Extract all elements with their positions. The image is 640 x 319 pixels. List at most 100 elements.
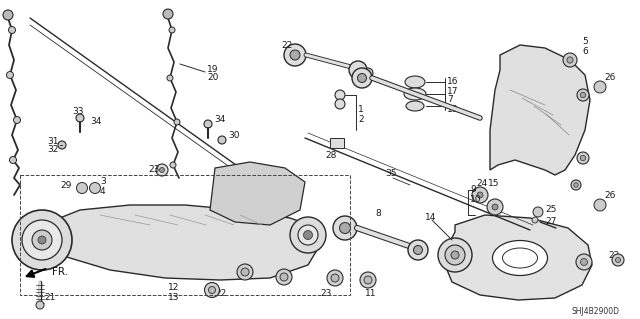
Circle shape — [563, 53, 577, 67]
Circle shape — [174, 119, 180, 125]
Ellipse shape — [405, 76, 425, 88]
Circle shape — [205, 283, 220, 298]
Circle shape — [580, 155, 586, 161]
Circle shape — [218, 136, 226, 144]
Circle shape — [156, 164, 168, 176]
Text: 20: 20 — [207, 73, 218, 83]
Text: 8: 8 — [375, 209, 381, 218]
Circle shape — [363, 68, 373, 78]
Text: 26: 26 — [604, 191, 616, 201]
Circle shape — [492, 204, 498, 210]
Text: 9: 9 — [470, 186, 476, 195]
Circle shape — [327, 270, 343, 286]
Circle shape — [364, 276, 372, 284]
Circle shape — [38, 236, 46, 244]
Text: 5: 5 — [582, 38, 588, 47]
Text: 22: 22 — [281, 41, 292, 50]
Circle shape — [241, 268, 249, 276]
Circle shape — [532, 217, 538, 223]
Text: 7: 7 — [447, 95, 452, 105]
Circle shape — [237, 264, 253, 280]
Text: 22: 22 — [608, 250, 620, 259]
Polygon shape — [35, 205, 320, 280]
Text: FR.: FR. — [52, 267, 68, 277]
Circle shape — [580, 92, 586, 98]
Circle shape — [580, 258, 588, 265]
Circle shape — [76, 114, 84, 122]
Text: 2: 2 — [358, 115, 364, 124]
Text: 14: 14 — [425, 212, 436, 221]
Circle shape — [487, 199, 503, 215]
Text: 34: 34 — [90, 117, 101, 127]
Text: 26: 26 — [604, 73, 616, 83]
Text: 23: 23 — [320, 288, 332, 298]
Circle shape — [408, 240, 428, 260]
Circle shape — [594, 199, 606, 211]
Text: 11: 11 — [365, 290, 376, 299]
Polygon shape — [210, 162, 305, 225]
Circle shape — [6, 71, 13, 78]
Circle shape — [331, 274, 339, 282]
Circle shape — [90, 182, 100, 194]
Circle shape — [413, 246, 422, 255]
Circle shape — [571, 180, 581, 190]
Circle shape — [612, 254, 624, 266]
Circle shape — [284, 44, 306, 66]
Circle shape — [3, 10, 13, 20]
Text: 19: 19 — [207, 64, 218, 73]
Polygon shape — [445, 215, 592, 300]
Text: 13: 13 — [168, 293, 179, 301]
Text: 6: 6 — [582, 47, 588, 56]
Circle shape — [451, 251, 459, 259]
Circle shape — [159, 167, 164, 173]
Circle shape — [167, 75, 173, 81]
Text: 21: 21 — [44, 293, 56, 302]
Circle shape — [533, 207, 543, 217]
Text: 1: 1 — [358, 106, 364, 115]
Circle shape — [170, 162, 176, 168]
Circle shape — [616, 257, 621, 263]
Text: 27: 27 — [545, 218, 556, 226]
Text: 28: 28 — [325, 151, 337, 160]
Circle shape — [360, 272, 376, 288]
Text: 3: 3 — [100, 177, 106, 187]
Text: 29: 29 — [60, 181, 72, 189]
Text: 23: 23 — [148, 166, 159, 174]
Circle shape — [32, 230, 52, 250]
Circle shape — [472, 187, 488, 203]
Text: 12: 12 — [168, 284, 179, 293]
Text: 22: 22 — [215, 288, 227, 298]
Text: 15: 15 — [488, 180, 499, 189]
Circle shape — [298, 225, 318, 245]
Circle shape — [358, 73, 367, 83]
Polygon shape — [490, 45, 590, 175]
Circle shape — [22, 220, 62, 260]
Ellipse shape — [404, 88, 426, 100]
Circle shape — [335, 90, 345, 100]
Text: 34: 34 — [214, 115, 225, 123]
Circle shape — [335, 99, 345, 109]
Text: 10: 10 — [470, 196, 481, 204]
Circle shape — [349, 61, 367, 79]
Circle shape — [163, 9, 173, 19]
Circle shape — [13, 116, 20, 123]
Circle shape — [438, 238, 472, 272]
Text: 16: 16 — [447, 78, 458, 86]
Ellipse shape — [406, 101, 424, 111]
Text: 31: 31 — [47, 137, 58, 146]
Circle shape — [477, 192, 483, 198]
Text: 17: 17 — [447, 86, 458, 95]
Ellipse shape — [502, 248, 538, 268]
Circle shape — [445, 245, 465, 265]
Text: 30: 30 — [228, 130, 239, 139]
Circle shape — [576, 254, 592, 270]
Circle shape — [36, 301, 44, 309]
Text: SHJ4B2900D: SHJ4B2900D — [572, 308, 620, 316]
Text: 18: 18 — [447, 105, 458, 114]
Text: 25: 25 — [545, 205, 556, 214]
Text: 24: 24 — [476, 180, 487, 189]
Text: 35: 35 — [385, 169, 397, 179]
Circle shape — [577, 89, 589, 101]
Text: 32: 32 — [47, 145, 58, 154]
Circle shape — [290, 217, 326, 253]
